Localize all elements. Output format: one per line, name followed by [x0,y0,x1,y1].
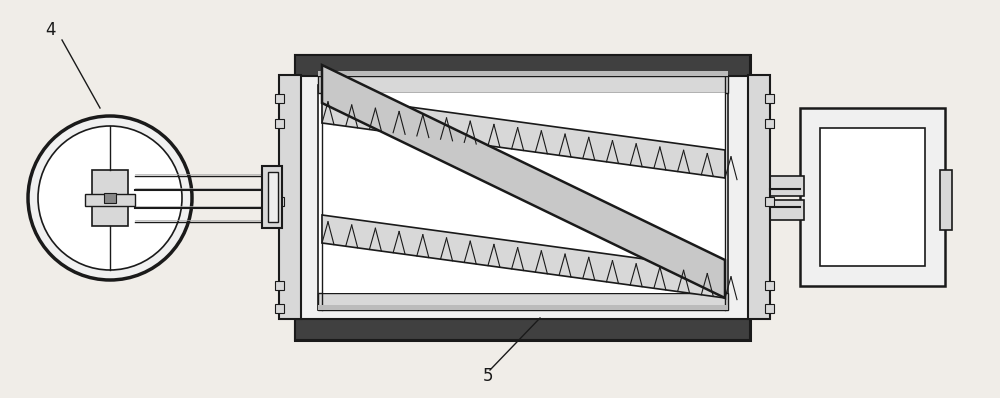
Bar [765,197,774,206]
Bar [765,281,774,290]
Bar [318,71,728,76]
Circle shape [38,126,182,270]
Bar [85,194,135,206]
Text: 5: 5 [483,367,493,385]
Bar [820,128,925,266]
Bar [765,304,774,313]
Bar [275,281,284,290]
Bar [762,176,804,196]
Bar [765,94,774,103]
Bar [279,75,301,319]
Bar [104,193,116,203]
Bar [295,319,750,340]
Bar [268,172,278,222]
Circle shape [28,116,192,280]
Bar [318,76,728,93]
Bar [275,197,284,206]
Bar [275,304,284,313]
Bar [748,75,770,319]
Bar [318,305,728,310]
Bar [295,55,750,340]
Polygon shape [322,93,725,293]
Bar [765,119,774,128]
Bar [92,170,128,226]
Bar [318,85,728,310]
Polygon shape [322,65,725,298]
Bar [262,166,282,228]
Bar [318,293,728,310]
Polygon shape [322,95,725,178]
Text: 4: 4 [45,21,55,39]
Bar [275,94,284,103]
Bar [295,55,750,76]
Polygon shape [322,215,725,298]
Bar [940,170,952,230]
Bar [800,108,945,286]
Bar [762,200,804,220]
Bar [275,119,284,128]
